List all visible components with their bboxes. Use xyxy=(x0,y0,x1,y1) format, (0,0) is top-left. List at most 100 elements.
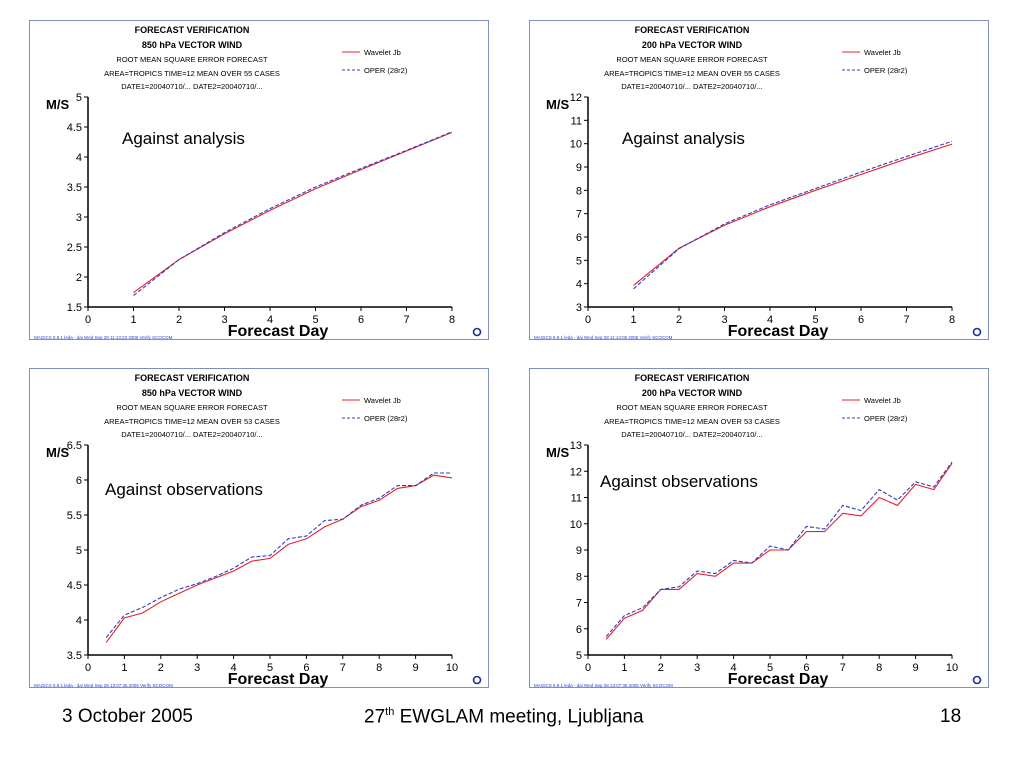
x-tick-label: 4 xyxy=(731,662,737,674)
chart-footnote: MAGICS 6.9.1 leda - dai Wed Sep 28 13:07… xyxy=(34,683,173,688)
logo-icon xyxy=(972,675,982,685)
logo-icon xyxy=(972,327,982,337)
y-tick-label: 4.5 xyxy=(67,580,82,592)
legend-label-oper: OPER (28r2) xyxy=(864,414,908,423)
series-line-oper xyxy=(105,472,452,638)
x-tick-label: 10 xyxy=(946,662,958,674)
y-tick-label: 5 xyxy=(576,255,582,267)
legend-label-oper: OPER (28r2) xyxy=(364,414,408,423)
y-tick-label: 10 xyxy=(570,519,582,531)
legend-label-oper: OPER (28r2) xyxy=(864,66,908,75)
chart-panel-200-analysis: FORECAST VERIFICATION 200 hPa VECTOR WIND… xyxy=(529,20,989,340)
y-tick-label: 3.5 xyxy=(67,650,82,662)
x-axis-label: Forecast Day xyxy=(728,671,829,688)
chart-annotation: Against observations xyxy=(105,480,263,499)
y-tick-label: 1.5 xyxy=(67,302,82,314)
footer-meeting: 27th EWGLAM meeting, Ljubljana xyxy=(364,706,644,728)
chart-header-line: AREA=TROPICS TIME=12 MEAN OVER 53 CASES xyxy=(604,417,780,426)
chart-header-line: DATE1=20040710/... DATE2=20040710/... xyxy=(621,82,763,91)
chart-header-line: DATE1=20040710/... DATE2=20040710/... xyxy=(121,82,263,91)
chart-header-line: FORECAST VERIFICATION xyxy=(635,25,750,35)
y-tick-label: 3 xyxy=(576,302,582,314)
series-line-wavelet xyxy=(105,474,453,643)
chart-header-line: 200 hPa VECTOR WIND xyxy=(642,388,743,398)
x-tick-label: 7 xyxy=(903,314,909,326)
x-axis-label: Forecast Day xyxy=(228,323,329,340)
y-tick-label: 5 xyxy=(76,545,82,557)
y-tick-label: 3 xyxy=(76,212,82,224)
chart-header-line: FORECAST VERIFICATION xyxy=(135,373,250,383)
y-axis-label: M/S xyxy=(46,97,69,112)
chart-annotation: Against analysis xyxy=(622,129,745,148)
logo-icon xyxy=(472,675,482,685)
x-tick-label: 9 xyxy=(913,662,919,674)
chart-header-line: 850 hPa VECTOR WIND xyxy=(142,388,243,398)
y-tick-label: 6 xyxy=(576,624,582,636)
chart-header-line: ROOT MEAN SQUARE ERROR FORECAST xyxy=(616,55,768,64)
chart-footnote: MAGICS 6.9.1 leda - dai Wed Sep 28 11:13… xyxy=(34,335,173,340)
series-line-oper xyxy=(133,131,453,297)
y-tick-label: 5 xyxy=(76,92,82,104)
x-tick-label: 6 xyxy=(358,314,364,326)
y-tick-label: 12 xyxy=(570,466,582,478)
x-tick-label: 10 xyxy=(446,662,458,674)
x-tick-label: 8 xyxy=(449,314,455,326)
legend-label-oper: OPER (28r2) xyxy=(364,66,408,75)
chart-header-line: AREA=TROPICS TIME=12 MEAN OVER 55 CASES xyxy=(104,69,280,78)
y-tick-label: 8 xyxy=(576,571,582,583)
legend-label-wavelet: Wavelet Jb xyxy=(864,396,901,405)
y-tick-label: 9 xyxy=(576,162,582,174)
chart-header-line: DATE1=20040710/... DATE2=20040710/... xyxy=(121,430,263,439)
x-tick-label: 7 xyxy=(340,662,346,674)
y-tick-label: 6 xyxy=(576,232,582,244)
x-tick-label: 1 xyxy=(130,314,136,326)
chart-panel-850-observations: FORECAST VERIFICATION 850 hPa VECTOR WIND… xyxy=(29,368,489,688)
y-tick-label: 12 xyxy=(570,92,582,104)
x-tick-label: 3 xyxy=(694,662,700,674)
y-tick-label: 11 xyxy=(571,493,582,505)
y-tick-label: 6 xyxy=(76,475,82,487)
chart-panel-850-analysis: FORECAST VERIFICATION 850 hPa VECTOR WIND… xyxy=(29,20,489,340)
y-tick-label: 10 xyxy=(570,139,582,151)
x-tick-label: 0 xyxy=(585,314,591,326)
y-tick-label: 4 xyxy=(76,152,82,164)
x-tick-label: 3 xyxy=(221,314,227,326)
x-tick-label: 2 xyxy=(158,662,164,674)
series-line-oper xyxy=(633,140,953,290)
x-tick-label: 0 xyxy=(585,662,591,674)
x-tick-label: 3 xyxy=(721,314,727,326)
chart-annotation: Against observations xyxy=(600,472,758,491)
x-tick-label: 2 xyxy=(676,314,682,326)
chart-header-line: AREA=TROPICS TIME=12 MEAN OVER 55 CASES xyxy=(604,69,780,78)
y-axis-label: M/S xyxy=(546,97,569,112)
chart-header-line: 850 hPa VECTOR WIND xyxy=(142,40,243,50)
x-tick-label: 4 xyxy=(767,314,773,326)
footer-page-number: 18 xyxy=(940,706,962,727)
meeting-ordinal: th xyxy=(385,706,395,718)
chart-svg: FORECAST VERIFICATION 200 hPa VECTOR WIND… xyxy=(534,25,982,340)
x-axis-label: Forecast Day xyxy=(728,323,829,340)
chart-header-line: ROOT MEAN SQUARE ERROR FORECAST xyxy=(116,403,268,412)
chart-svg: FORECAST VERIFICATION 850 hPa VECTOR WIND… xyxy=(34,373,482,688)
series-line-oper xyxy=(605,461,953,637)
y-tick-label: 11 xyxy=(571,115,582,127)
legend-label-wavelet: Wavelet Jb xyxy=(364,396,401,405)
footer-date: 3 October 2005 xyxy=(62,706,193,727)
x-tick-label: 5 xyxy=(812,314,818,326)
x-tick-label: 6 xyxy=(303,662,309,674)
y-tick-label: 7 xyxy=(576,598,582,610)
chart-header-line: FORECAST VERIFICATION xyxy=(135,25,250,35)
x-tick-label: 0 xyxy=(85,662,91,674)
x-tick-label: 3 xyxy=(194,662,200,674)
x-tick-label: 9 xyxy=(413,662,419,674)
x-tick-label: 5 xyxy=(312,314,318,326)
y-tick-label: 9 xyxy=(576,545,582,557)
legend-label-wavelet: Wavelet Jb xyxy=(864,48,901,57)
y-tick-label: 2 xyxy=(76,272,82,284)
x-axis-label: Forecast Day xyxy=(228,671,329,688)
x-tick-label: 8 xyxy=(949,314,955,326)
x-tick-label: 0 xyxy=(85,314,91,326)
x-tick-label: 6 xyxy=(803,662,809,674)
chart-annotation: Against analysis xyxy=(122,129,245,148)
chart-header-line: FORECAST VERIFICATION xyxy=(635,373,750,383)
